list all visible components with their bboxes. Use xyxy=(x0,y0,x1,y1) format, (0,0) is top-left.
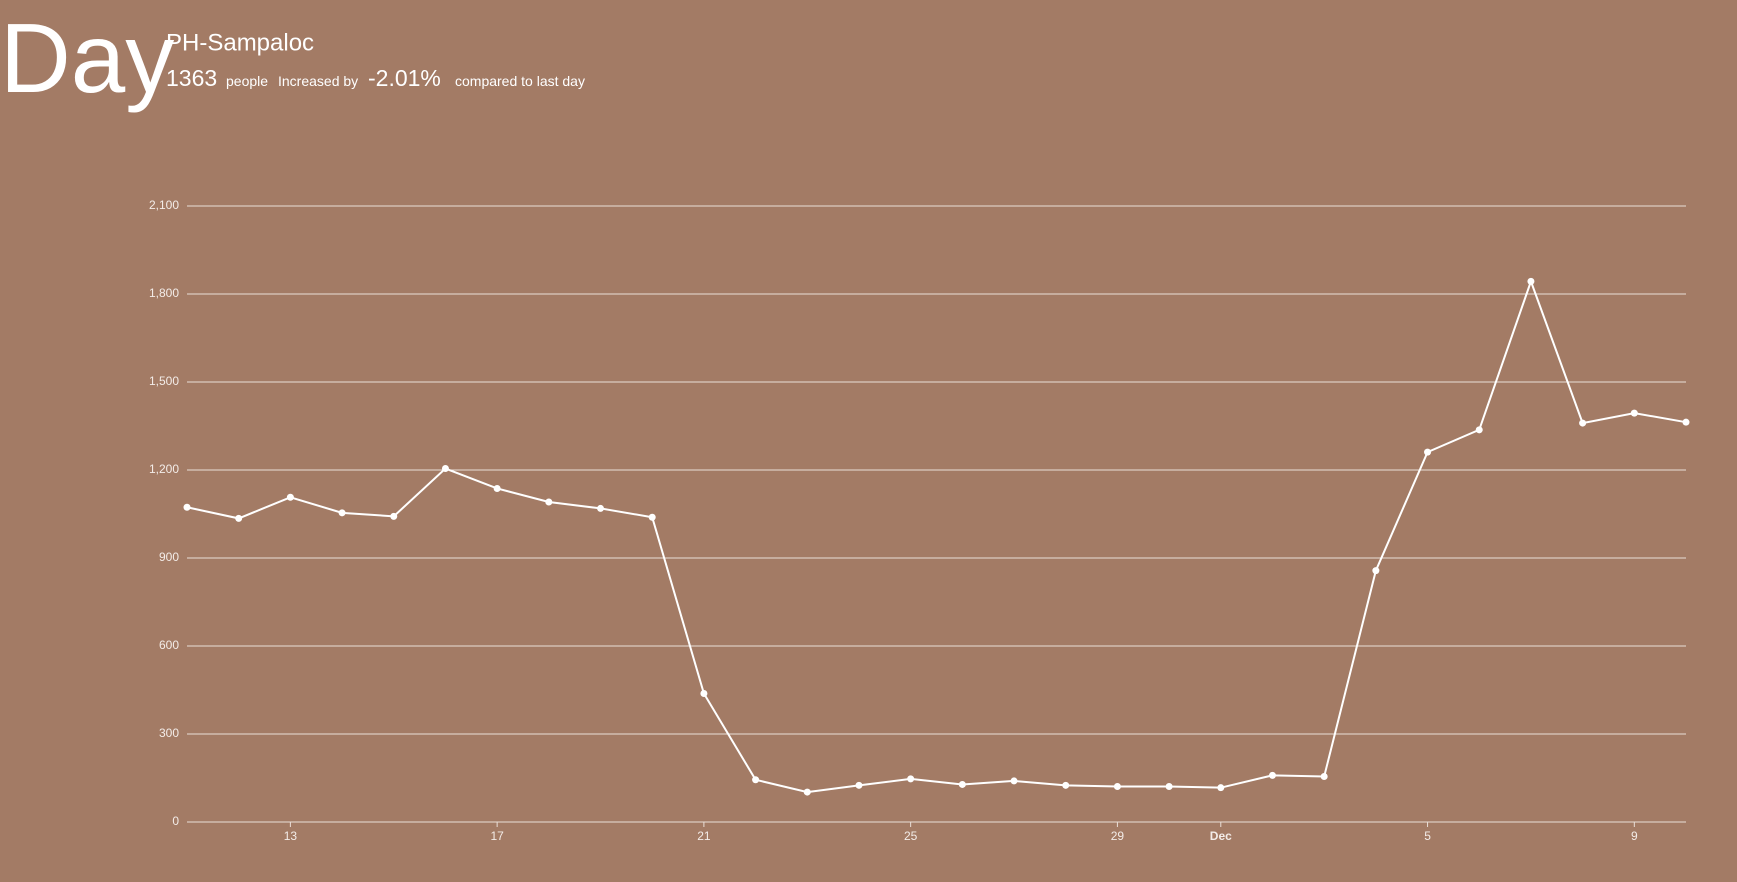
point xyxy=(286,493,294,501)
unit: people xyxy=(226,73,268,89)
location: PH-Sampaloc xyxy=(166,29,314,56)
page-title: Day xyxy=(0,3,174,113)
point xyxy=(597,504,605,512)
x-tick-label: 13 xyxy=(284,829,298,843)
point xyxy=(1682,418,1690,426)
point xyxy=(338,509,346,517)
point xyxy=(648,513,656,521)
point xyxy=(1372,567,1380,575)
y-tick-label: 1,200 xyxy=(149,462,179,476)
point xyxy=(390,512,398,520)
y-tick-label: 0 xyxy=(172,814,179,828)
point xyxy=(958,780,966,788)
point xyxy=(183,503,191,511)
point xyxy=(855,781,863,789)
point xyxy=(1475,426,1483,434)
point xyxy=(752,776,760,784)
point xyxy=(1320,773,1328,781)
change-suffix: compared to last day xyxy=(455,73,585,89)
line xyxy=(186,278,1687,794)
x-tick-label: 25 xyxy=(904,829,918,843)
y-tick-label: 600 xyxy=(159,638,179,652)
point xyxy=(441,465,449,473)
point xyxy=(545,498,553,506)
y-tick-label: 2,100 xyxy=(149,198,179,212)
x-tick-label: 21 xyxy=(697,829,711,843)
y-tick-label: 1,500 xyxy=(149,374,179,388)
point xyxy=(803,788,811,796)
x-tick-label: 9 xyxy=(1631,829,1638,843)
y-tick-label: 1,800 xyxy=(149,286,179,300)
point xyxy=(1527,277,1535,285)
x-tick-label: 5 xyxy=(1424,829,1431,843)
point xyxy=(235,514,243,522)
point xyxy=(1062,781,1070,789)
point xyxy=(1268,771,1276,779)
point xyxy=(1579,419,1587,427)
point xyxy=(907,775,915,783)
point xyxy=(1217,784,1225,792)
stats-row: 1363 people Increased by -2.01% compared… xyxy=(166,65,585,91)
point xyxy=(1424,448,1432,456)
y-tick-label: 900 xyxy=(159,550,179,564)
point xyxy=(493,484,501,492)
x-tick-label: Dec xyxy=(1210,829,1232,843)
point xyxy=(1113,783,1121,791)
y-tick-label: 300 xyxy=(159,726,179,740)
point xyxy=(1165,783,1173,791)
point xyxy=(1630,409,1638,417)
x-tick-label: 29 xyxy=(1111,829,1125,843)
x-tick-label: 17 xyxy=(490,829,504,843)
point xyxy=(700,690,708,698)
change: -2.01% xyxy=(368,65,441,91)
change-prefix: Increased by xyxy=(278,73,358,89)
count: 1363 xyxy=(166,65,217,91)
point xyxy=(1010,777,1018,785)
